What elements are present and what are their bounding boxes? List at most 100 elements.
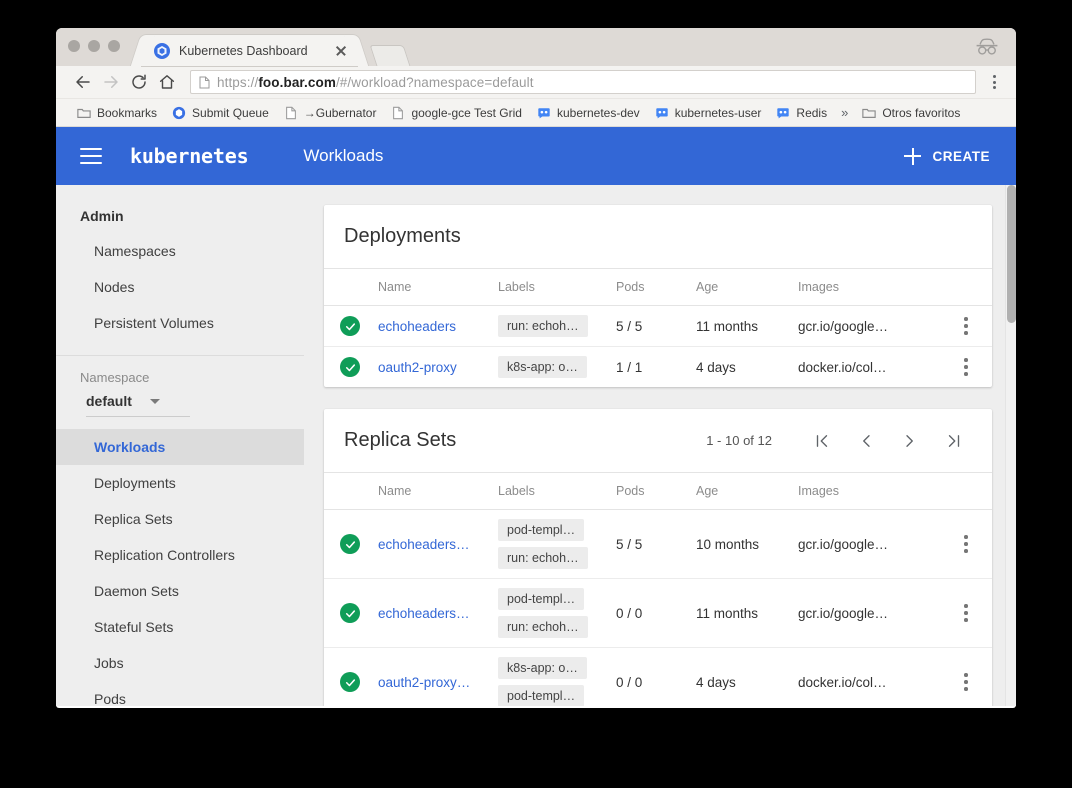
row-actions[interactable] <box>940 305 992 347</box>
back-arrow-icon[interactable] <box>70 69 96 95</box>
row-name: oauth2-proxy… <box>372 647 492 706</box>
reload-icon[interactable] <box>126 69 152 95</box>
bookmark-item-submit-queue[interactable]: Submit Queue <box>165 104 276 122</box>
sidebar-item-deployments[interactable]: Deployments <box>94 475 176 491</box>
column-labels: Labels <box>492 473 610 510</box>
table-row[interactable]: echoheaders… pod-templ… run: echoh… 5 / … <box>324 509 992 579</box>
bookmark-item-redis[interactable]: Redis <box>769 104 834 122</box>
sidebar: Admin Namespaces Nodes Persistent Volume… <box>56 185 304 706</box>
folder-icon <box>77 108 91 118</box>
bookmark-item-test-grid[interactable]: google-gce Test Grid <box>384 104 529 122</box>
row-actions[interactable] <box>940 509 992 579</box>
row-images: gcr.io/google… <box>792 578 940 648</box>
column-status <box>324 269 372 306</box>
bookmarks-overflow-button[interactable]: » <box>841 105 849 120</box>
sidebar-item-namespaces[interactable]: Namespaces <box>94 243 176 259</box>
bookmark-label: Redis <box>796 105 828 120</box>
row-menu-icon[interactable] <box>946 535 986 553</box>
bookmark-item-other-favorites[interactable]: Otros favoritos <box>855 104 967 122</box>
table-header-row: Name Labels Pods Age Images <box>324 473 992 510</box>
row-actions[interactable] <box>940 647 992 706</box>
url-host: foo.bar.com <box>258 74 336 90</box>
bookmark-label: google-gce Test Grid <box>411 105 522 120</box>
row-menu-icon[interactable] <box>946 358 986 376</box>
page-title: Workloads <box>303 146 384 165</box>
table-row[interactable]: echoheaders run: echoh… 5 / 5 11 months … <box>324 305 992 347</box>
minimize-window-button[interactable] <box>88 40 100 52</box>
row-menu-icon[interactable] <box>946 673 986 691</box>
table-row[interactable]: oauth2-proxy k8s-app: o… 1 / 1 4 days do… <box>324 347 992 388</box>
sidebar-item-stateful-sets[interactable]: Stateful Sets <box>94 619 174 635</box>
row-labels: pod-templ… run: echoh… <box>492 578 610 648</box>
sidebar-item-daemon-sets[interactable]: Daemon Sets <box>94 583 179 599</box>
sidebar-section-admin: Admin <box>80 208 124 224</box>
close-tab-icon[interactable] <box>333 43 349 59</box>
window-controls[interactable] <box>68 40 120 52</box>
sidebar-item-persistent-volumes[interactable]: Persistent Volumes <box>94 315 214 331</box>
row-images: gcr.io/google… <box>792 509 940 579</box>
row-actions[interactable] <box>940 578 992 648</box>
column-actions <box>940 269 992 306</box>
row-pods: 1 / 1 <box>616 359 643 375</box>
address-bar[interactable]: https://foo.bar.com/#/workload?namespace… <box>190 70 976 94</box>
close-window-button[interactable] <box>68 40 80 52</box>
brand-logo[interactable]: kubernetes <box>130 144 249 168</box>
row-images: docker.io/col… <box>792 647 940 706</box>
row-actions[interactable] <box>940 347 992 388</box>
row-status <box>324 647 372 706</box>
vertical-scrollbar[interactable] <box>1005 185 1016 706</box>
three-dots-menu-icon[interactable] <box>984 70 1004 94</box>
row-age: 4 days <box>690 647 792 706</box>
table-row[interactable]: oauth2-proxy… k8s-app: o… pod-templ… 0 /… <box>324 647 992 706</box>
plus-icon <box>904 147 922 165</box>
sidebar-item-replication-controllers[interactable]: Replication Controllers <box>94 547 235 563</box>
column-name: Name <box>372 269 492 306</box>
home-icon[interactable] <box>154 69 180 95</box>
deployments-table: Name Labels Pods Age Images <box>324 269 992 387</box>
scrollbar-thumb[interactable] <box>1007 185 1016 323</box>
table-row[interactable]: echoheaders… pod-templ… run: echoh… 0 / … <box>324 578 992 648</box>
row-menu-icon[interactable] <box>946 317 986 335</box>
bookmark-item-gubernator[interactable]: →Gubernator <box>277 104 384 122</box>
card-header: Deployments <box>324 205 992 269</box>
next-page-icon[interactable] <box>888 423 932 459</box>
resource-link[interactable]: oauth2-proxy… <box>378 674 471 690</box>
maximize-window-button[interactable] <box>108 40 120 52</box>
last-page-icon[interactable] <box>932 423 976 459</box>
row-menu-icon[interactable] <box>946 604 986 622</box>
column-name: Name <box>372 473 492 510</box>
sidebar-item-nodes[interactable]: Nodes <box>94 279 135 295</box>
resource-link[interactable]: echoheaders… <box>378 536 470 552</box>
pagination: 1 - 10 of 12 <box>706 423 976 459</box>
resource-link[interactable]: echoheaders <box>378 318 457 334</box>
resource-link[interactable]: oauth2-proxy <box>378 359 457 375</box>
bookmark-item-kubernetes-user[interactable]: kubernetes-user <box>648 104 769 122</box>
sidebar-item-jobs[interactable]: Jobs <box>94 655 124 671</box>
chevron-down-icon <box>149 398 160 404</box>
bookmark-item-kubernetes-dev[interactable]: kubernetes-dev <box>530 104 647 122</box>
previous-page-icon[interactable] <box>844 423 888 459</box>
sidebar-item-workloads[interactable]: Workloads <box>56 429 304 465</box>
bookmark-label: Submit Queue <box>192 105 269 120</box>
row-status <box>324 347 372 388</box>
create-button[interactable]: CREATE <box>896 142 998 171</box>
sidebar-item-pods[interactable]: Pods <box>94 691 126 706</box>
label-chip: k8s-app: o… <box>498 657 587 679</box>
first-page-icon[interactable] <box>800 423 844 459</box>
page-icon <box>285 106 296 119</box>
browser-tab[interactable]: Kubernetes Dashboard <box>142 35 357 66</box>
sidebar-item-replica-sets[interactable]: Replica Sets <box>94 511 173 527</box>
kubernetes-icon <box>154 42 170 59</box>
namespace-select[interactable]: default <box>86 393 190 417</box>
new-tab-button[interactable] <box>369 45 411 66</box>
bookmark-item-bookmarks[interactable]: Bookmarks <box>70 104 164 122</box>
bookmark-label: kubernetes-dev <box>556 105 640 120</box>
replica-sets-table: Name Labels Pods Age Images <box>324 473 992 706</box>
url-path: /#/workload?namespace=default <box>335 74 534 90</box>
row-images: gcr.io/google… <box>792 305 940 347</box>
row-name: echoheaders… <box>372 509 492 579</box>
resource-link[interactable]: echoheaders… <box>378 605 470 621</box>
groups-icon <box>656 107 668 118</box>
tab-strip: Kubernetes Dashboard <box>56 28 1016 66</box>
hamburger-menu-icon[interactable] <box>80 148 102 164</box>
